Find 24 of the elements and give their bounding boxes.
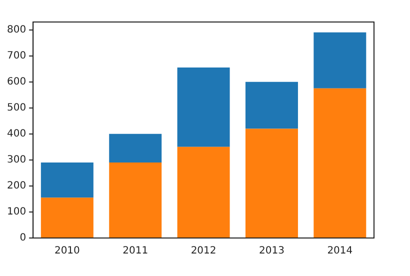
y-tick-label: 100 [6, 206, 26, 218]
bar [314, 32, 366, 88]
bar [109, 134, 162, 163]
x-tick-label: 2011 [122, 246, 148, 257]
bar [314, 88, 366, 238]
bar [177, 68, 230, 147]
bar [245, 128, 298, 238]
x-tick-label: 2013 [259, 246, 284, 257]
bar [177, 146, 230, 238]
y-tick-label: 400 [6, 128, 26, 140]
bar [40, 198, 94, 238]
y-tick-label: 700 [6, 50, 26, 62]
bar [245, 82, 298, 129]
y-tick-label: 300 [6, 154, 26, 166]
x-tick-label: 2014 [327, 246, 353, 257]
bar [109, 162, 162, 238]
x-tick-label: 2012 [190, 246, 216, 257]
bar [40, 162, 94, 198]
y-tick-label: 600 [6, 76, 26, 88]
x-tick-label: 2010 [54, 246, 80, 257]
y-tick-label: 500 [6, 102, 26, 114]
y-tick-label: 200 [6, 180, 26, 192]
y-tick-label: 0 [20, 232, 26, 244]
y-tick-label: 800 [6, 24, 26, 36]
